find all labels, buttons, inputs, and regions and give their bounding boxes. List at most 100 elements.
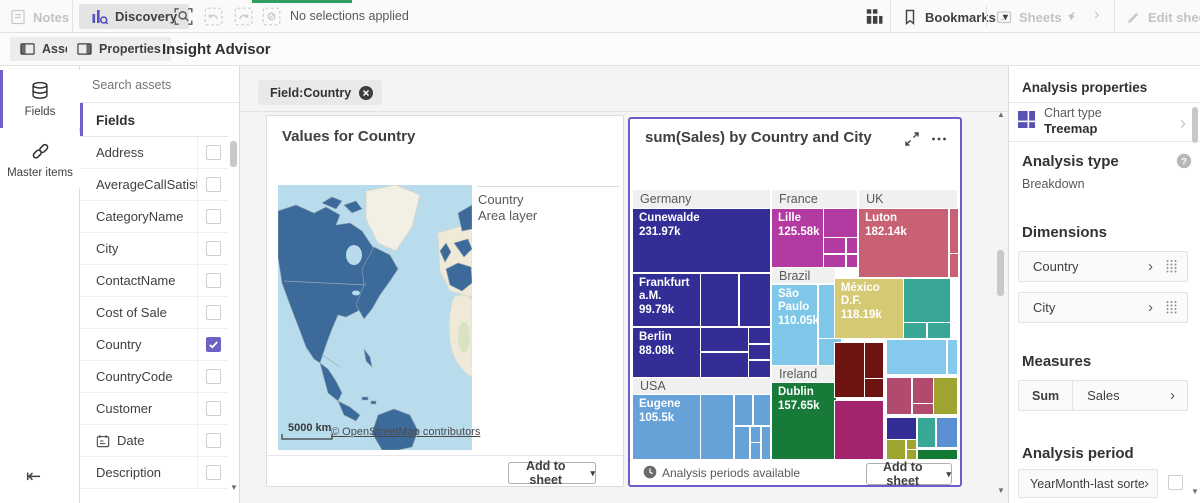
sidebar-tab-master-items[interactable]: Master items (0, 132, 80, 188)
treemap-cell[interactable] (907, 440, 916, 449)
chart-type-row[interactable] (1009, 103, 1200, 141)
bookmarks-button[interactable]: Bookmarks ▾ (902, 5, 1008, 29)
treemap-cell[interactable] (865, 343, 883, 378)
sheets-button[interactable]: Sheets ▾ (996, 5, 1074, 29)
treemap-cell[interactable] (918, 450, 957, 459)
treemap-cell[interactable] (735, 427, 749, 459)
notes-button[interactable]: Notes (10, 5, 69, 29)
treemap-cell[interactable] (904, 323, 926, 338)
treemap-cell[interactable] (948, 340, 957, 374)
main-scroll-up-icon[interactable]: ▲ (997, 110, 1005, 119)
treemap-cell-dublin[interactable]: Dublin157.65k (772, 383, 836, 459)
field-checkbox[interactable] (206, 401, 221, 416)
treemap-cell[interactable] (751, 427, 760, 442)
analysis-period-checkbox[interactable] (1168, 475, 1183, 490)
treemap-cell[interactable] (762, 427, 770, 459)
map-attribution-link[interactable]: © OpenStreetMap contributors (331, 426, 480, 438)
field-checkbox[interactable] (206, 273, 221, 288)
treemap-cell[interactable] (701, 353, 747, 377)
more-options-icon[interactable] (930, 131, 948, 147)
treemap-cell[interactable] (913, 404, 933, 413)
sidebar-scrollbar-thumb[interactable] (230, 141, 237, 167)
treemap-cell[interactable] (887, 340, 946, 374)
treemap-cell-cunewalde[interactable]: Cunewalde231.97k (633, 209, 770, 272)
treemap-cell[interactable] (918, 418, 935, 448)
treemap-cell[interactable] (824, 238, 845, 253)
treemap-cell[interactable] (749, 345, 770, 360)
panel-scroll-down-icon[interactable]: ▼ (1191, 487, 1199, 496)
field-row-address[interactable]: Address (80, 137, 228, 169)
field-checkbox[interactable] (206, 433, 221, 448)
treemap-cell[interactable] (749, 361, 770, 377)
discovery-button[interactable]: Discovery (79, 4, 189, 29)
treemap-cell[interactable] (928, 323, 950, 338)
dimension-row-country[interactable]: Country› (1018, 251, 1188, 282)
field-checkbox[interactable] (206, 369, 221, 384)
analysis-period-row[interactable]: YearMonth-last sorte... › (1018, 469, 1158, 498)
field-checkbox[interactable] (206, 145, 221, 160)
field-checkbox[interactable] (206, 337, 221, 352)
clear-selections-icon[interactable] (262, 7, 281, 26)
redo-icon[interactable] (234, 7, 253, 26)
next-sheet-icon[interactable]: › (1094, 6, 1099, 24)
treemap-cell-eugene[interactable]: Eugene105.5k (633, 395, 700, 459)
treemap-cell-berlin[interactable]: Berlin88.08k (633, 328, 700, 377)
main-scroll-down-icon[interactable]: ▼ (997, 486, 1005, 495)
prev-sheet-icon[interactable]: ‹ (1070, 6, 1075, 24)
field-row-country[interactable]: Country (80, 329, 228, 361)
field-checkbox[interactable] (206, 305, 221, 320)
treemap-cell[interactable] (847, 255, 857, 267)
treemap-cell[interactable] (907, 450, 916, 459)
panel-scrollbar-thumb[interactable] (1192, 107, 1198, 143)
add-to-sheet-button-map[interactable]: Add to sheet ▾ (508, 462, 596, 484)
treemap-cell[interactable] (754, 395, 771, 425)
field-checkbox[interactable] (206, 209, 221, 224)
field-row-cost-of-sale[interactable]: Cost of Sale (80, 297, 228, 329)
field-row-countrycode[interactable]: CountryCode (80, 361, 228, 393)
properties-button[interactable]: Properties (67, 37, 171, 61)
sidebar-tab-fields[interactable]: Fields (0, 70, 80, 128)
drag-handle-icon[interactable] (1165, 259, 1178, 274)
treemap-cell-m-xico-d-f[interactable]: México D.F.118.19k (835, 279, 903, 339)
treemap-cell[interactable] (847, 238, 857, 253)
field-row-categoryname[interactable]: CategoryName (80, 201, 228, 233)
treemap-cell[interactable] (887, 440, 905, 459)
treemap-cell[interactable] (835, 343, 864, 397)
treemap-cell-s-o-paulo[interactable]: São Paulo110.05k (772, 285, 817, 366)
treemap-cell[interactable] (937, 418, 957, 448)
treemap-cell[interactable] (950, 209, 958, 252)
treemap-cell[interactable] (824, 255, 845, 267)
measure-aggregation[interactable]: Sum (1019, 389, 1072, 403)
sidebar-scroll-down-icon[interactable]: ▼ (230, 483, 238, 492)
edit-sheet-button[interactable]: Edit sheet (1126, 5, 1200, 29)
treemap-cell[interactable] (934, 378, 957, 414)
treemap-cell[interactable] (751, 443, 760, 459)
add-to-sheet-button-treemap[interactable]: Add to sheet ▾ (866, 463, 952, 485)
treemap-cell[interactable] (735, 395, 752, 425)
field-row-contactname[interactable]: ContactName (80, 265, 228, 297)
field-checkbox[interactable] (206, 465, 221, 480)
smart-search-icon[interactable] (174, 7, 193, 26)
treemap-cell[interactable] (701, 274, 738, 327)
treemap-cell[interactable] (740, 274, 770, 327)
field-row-date[interactable]: Date (80, 425, 228, 457)
treemap-cell-lille[interactable]: Lille125.58k (772, 209, 823, 267)
treemap-cell-luton[interactable]: Luton182.14k (859, 209, 948, 277)
treemap-cell-frankfurt-a-m[interactable]: Frankfurt a.M.99.79k (633, 274, 700, 327)
drag-handle-icon[interactable] (1165, 300, 1178, 315)
main-scrollbar-thumb[interactable] (997, 250, 1004, 296)
treemap-cell[interactable] (701, 328, 747, 352)
treemap-cell[interactable] (824, 209, 857, 237)
field-row-customer[interactable]: Customer (80, 393, 228, 425)
field-checkbox[interactable] (206, 177, 221, 192)
field-row-averagecallsatisfa[interactable]: AverageCallSatisfa... (80, 169, 228, 201)
map-chart-card[interactable]: Values for Country (266, 115, 624, 487)
treemap-cell[interactable] (950, 254, 958, 277)
undo-icon[interactable] (204, 7, 223, 26)
remove-filter-icon[interactable] (358, 85, 374, 101)
app-objects-icon[interactable] (864, 7, 883, 26)
treemap-cell[interactable] (865, 379, 883, 396)
treemap-cell[interactable] (913, 378, 933, 403)
treemap-cell[interactable] (701, 395, 733, 459)
treemap-cell[interactable] (835, 401, 884, 459)
